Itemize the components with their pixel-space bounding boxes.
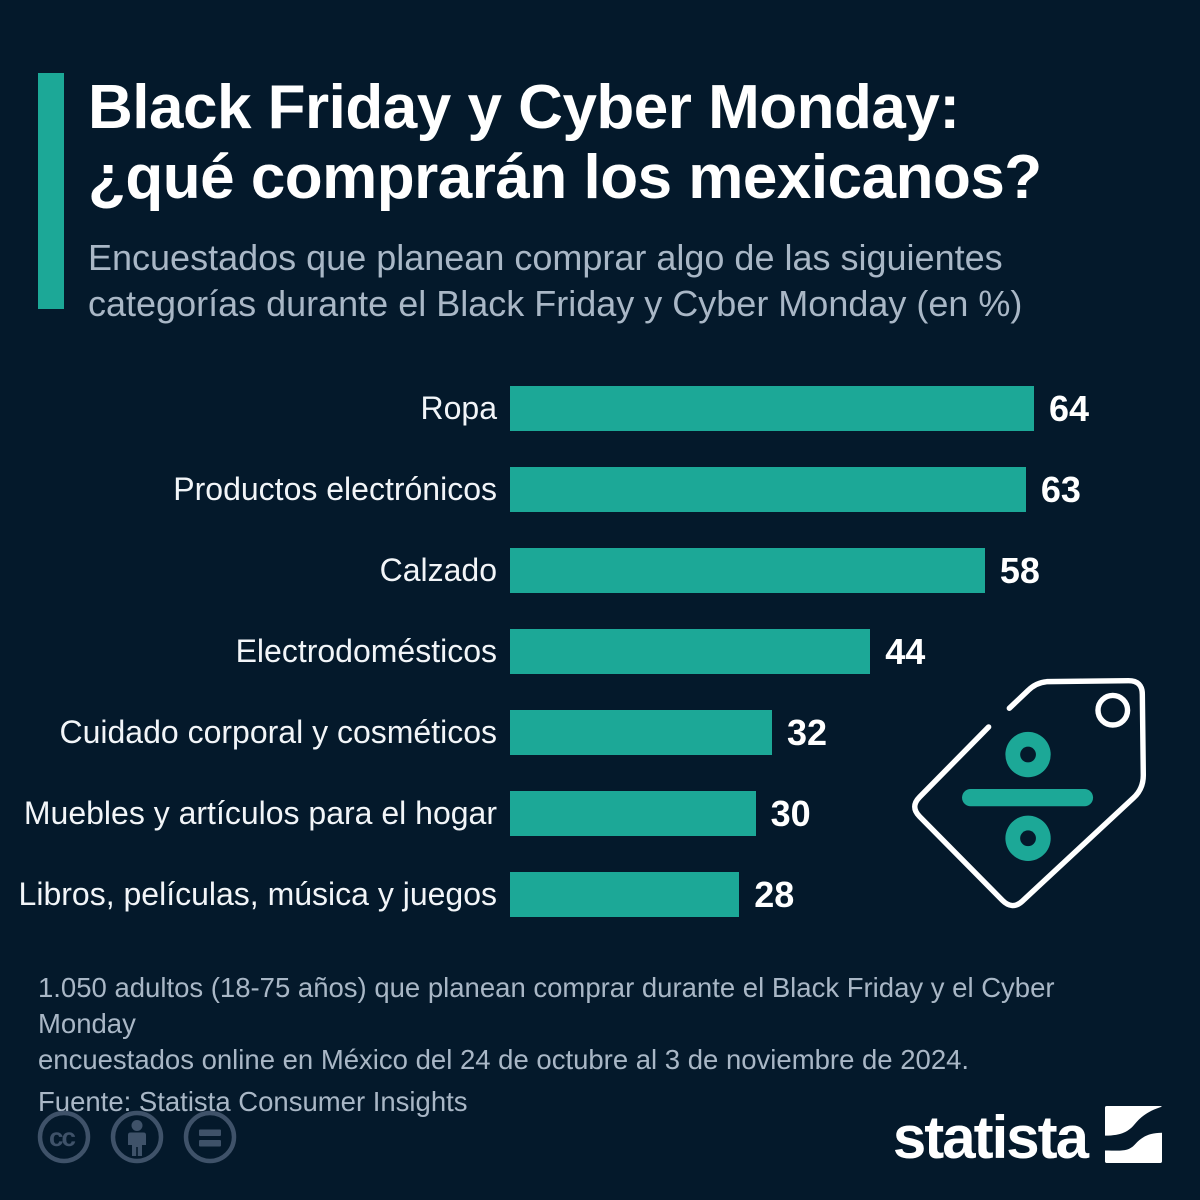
chart-subtitle: Encuestados que planean comprar algo de … [88, 235, 1170, 327]
footnote: 1.050 adultos (18-75 años) que planean c… [38, 970, 1140, 1120]
chart-row: Calzado 58 [0, 548, 1200, 593]
statista-wordmark: statista [892, 1104, 1089, 1172]
value-label: 44 [885, 630, 926, 672]
chart-bar [510, 710, 772, 755]
subtitle-line-2: categorías durante el Black Friday y Cyb… [88, 283, 1023, 324]
source-note: Fuente: Statista Consumer Insights [38, 1086, 468, 1117]
svg-text:cc: cc [49, 1122, 75, 1152]
title-accent-bar [38, 73, 64, 309]
value-label: 64 [1049, 387, 1090, 429]
chart-bar [510, 872, 740, 917]
division-bar [962, 789, 1094, 807]
subtitle-line-1: Encuestados que planean comprar algo de … [88, 237, 1003, 278]
chart-bar [510, 791, 756, 836]
survey-note-line-1: 1.050 adultos (18-75 años) que planean c… [38, 972, 1055, 1039]
price-tag-division-icon [912, 677, 1147, 909]
attribution-person-icon[interactable] [109, 1109, 165, 1165]
value-label: 32 [787, 711, 828, 753]
no-derivatives-equals-icon[interactable] [182, 1109, 238, 1165]
chart-row: Productos electrónicos 63 [0, 467, 1200, 512]
category-label: Productos electrónicos [173, 471, 497, 507]
title-line-1: Black Friday y Cyber Monday: [88, 73, 960, 142]
value-label: 58 [999, 549, 1040, 591]
category-label: Calzado [379, 552, 497, 588]
chart-bar [510, 386, 1034, 431]
category-label: Muebles y artículos para el hogar [23, 795, 497, 831]
chart-bar [510, 548, 985, 593]
tag-outline [912, 677, 1147, 909]
chart-row: Cuidado corporal y cosméticos 32 [0, 710, 1200, 755]
bar-chart: Ropa 64 Productos electrónicos 63 Calzad… [0, 386, 1200, 953]
category-label: Cuidado corporal y cosméticos [59, 714, 497, 750]
chart-row: Libros, películas, música y juegos 28 [0, 872, 1200, 917]
category-label: Libros, películas, música y juegos [18, 876, 497, 912]
category-label: Electrodomésticos [235, 633, 497, 669]
title-line-2: ¿qué comprarán los mexicanos? [88, 143, 1042, 212]
category-label: Ropa [420, 390, 498, 426]
value-label: 30 [770, 792, 811, 834]
value-label: 28 [754, 873, 795, 915]
tag-hole-ring [1095, 692, 1131, 728]
chart-bar [510, 467, 1026, 512]
chart-bar [510, 629, 871, 674]
header: Black Friday y Cyber Monday: ¿qué compra… [88, 73, 1170, 327]
chart-row: Electrodomésticos 44 [0, 629, 1200, 674]
creative-commons-icon[interactable]: cc [36, 1109, 92, 1165]
survey-note-line-2: encuestados online en México del 24 de o… [38, 1044, 970, 1075]
statista-logo[interactable]: statista [892, 1103, 1162, 1172]
value-label: 63 [1040, 468, 1081, 510]
chart-row: Ropa 64 [0, 386, 1200, 431]
license-icons: cc [36, 1109, 238, 1165]
page-title: Black Friday y Cyber Monday: ¿qué compra… [88, 73, 1170, 213]
statista-s-curve-icon [1105, 1106, 1162, 1163]
chart-row: Muebles y artículos para el hogar 30 [0, 791, 1200, 836]
